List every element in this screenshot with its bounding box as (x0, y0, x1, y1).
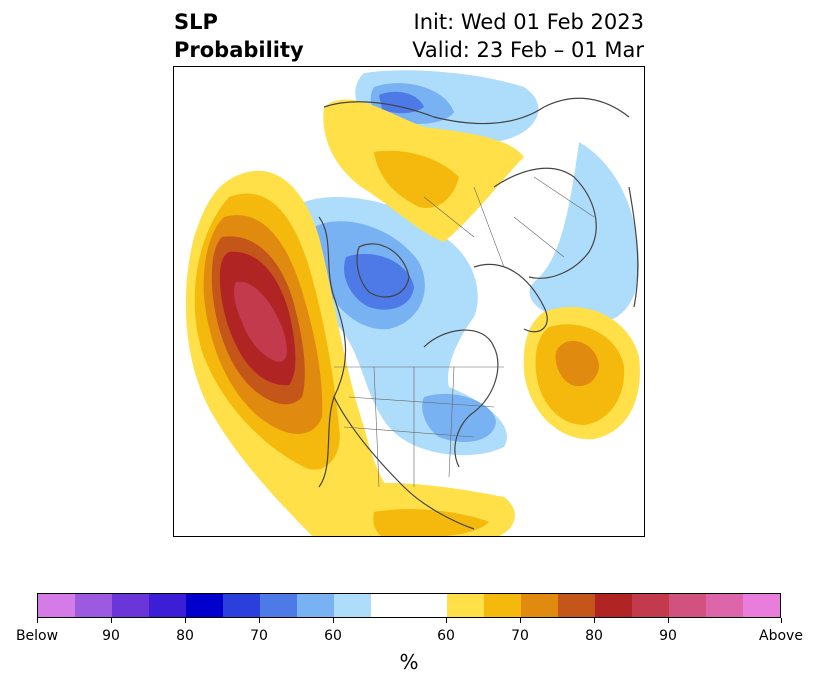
chart-title: SLP Probability (174, 8, 304, 64)
valid-dates: Init: Wed 01 Feb 2023 Valid: 23 Feb – 01… (412, 8, 644, 64)
colorbar-segment (632, 594, 669, 617)
below-region-arctic-core (379, 91, 424, 114)
colorbar-tick-label: Below (15, 628, 59, 644)
colorbar-segment (75, 594, 112, 617)
title-line-1: SLP (174, 10, 218, 34)
colorbar-segment (447, 594, 484, 617)
colorbar-segment (669, 594, 706, 617)
colorbar-segment (38, 594, 75, 617)
above-region-pacific-rose (234, 281, 287, 362)
valid-range: Valid: 23 Feb – 01 Mar (412, 38, 644, 62)
above-region-gulf-gold (373, 509, 489, 536)
colorbar-tick-label: 90 (102, 628, 120, 644)
below-region-core (344, 253, 414, 310)
colorbar-segment (595, 594, 632, 617)
colorbar-segment (297, 594, 334, 617)
colorbar (37, 593, 781, 618)
colorbar-tick-label: 90 (659, 628, 677, 644)
colorbar-tick-label: 80 (585, 628, 603, 644)
colorbar-tick-label: 70 (250, 628, 268, 644)
colorbar-tick-mark (36, 618, 38, 623)
colorbar-tick-mark (445, 618, 447, 623)
above-region-eurasia-gold (374, 150, 459, 208)
colorbar-tick-mark (110, 618, 112, 623)
colorbar-tick-mark (667, 618, 669, 623)
colorbar-tick-mark (519, 618, 521, 623)
colorbar-tick-mark (780, 618, 782, 623)
colorbar-segment (149, 594, 186, 617)
colorbar-segment (484, 594, 521, 617)
colorbar-tick-mark (332, 618, 334, 623)
colorbar-segment (112, 594, 149, 617)
below-region-europe (529, 142, 639, 325)
colorbar-segment (521, 594, 558, 617)
colorbar-tick-label: Above (759, 628, 803, 644)
colorbar-tick-label: 80 (176, 628, 194, 644)
colorbar-segment (371, 594, 447, 617)
colorbar-segment (186, 594, 223, 617)
colorbar-tick-label: 70 (511, 628, 529, 644)
title-line-2: Probability (174, 38, 304, 62)
country-borders (334, 176, 595, 488)
colorbar-tick-mark (258, 618, 260, 623)
colorbar-segment (334, 594, 371, 617)
colorbar-tick-label: 60 (437, 628, 455, 644)
colorbar-tick-mark (184, 618, 186, 623)
init-date: Init: Wed 01 Feb 2023 (413, 10, 644, 34)
coastlines (318, 97, 639, 530)
probability-map (185, 70, 640, 536)
colorbar-segment (260, 594, 297, 617)
colorbar-tick-mark (593, 618, 595, 623)
above-region-atlantic-orange (555, 341, 599, 387)
colorbar-segment (223, 594, 260, 617)
colorbar-segment (706, 594, 743, 617)
colorbar-segment (743, 594, 780, 617)
colorbar-tick-label: 60 (324, 628, 342, 644)
colorbar-unit-label: % (399, 650, 419, 674)
map-panel (173, 66, 645, 537)
colorbar-segment (558, 594, 595, 617)
